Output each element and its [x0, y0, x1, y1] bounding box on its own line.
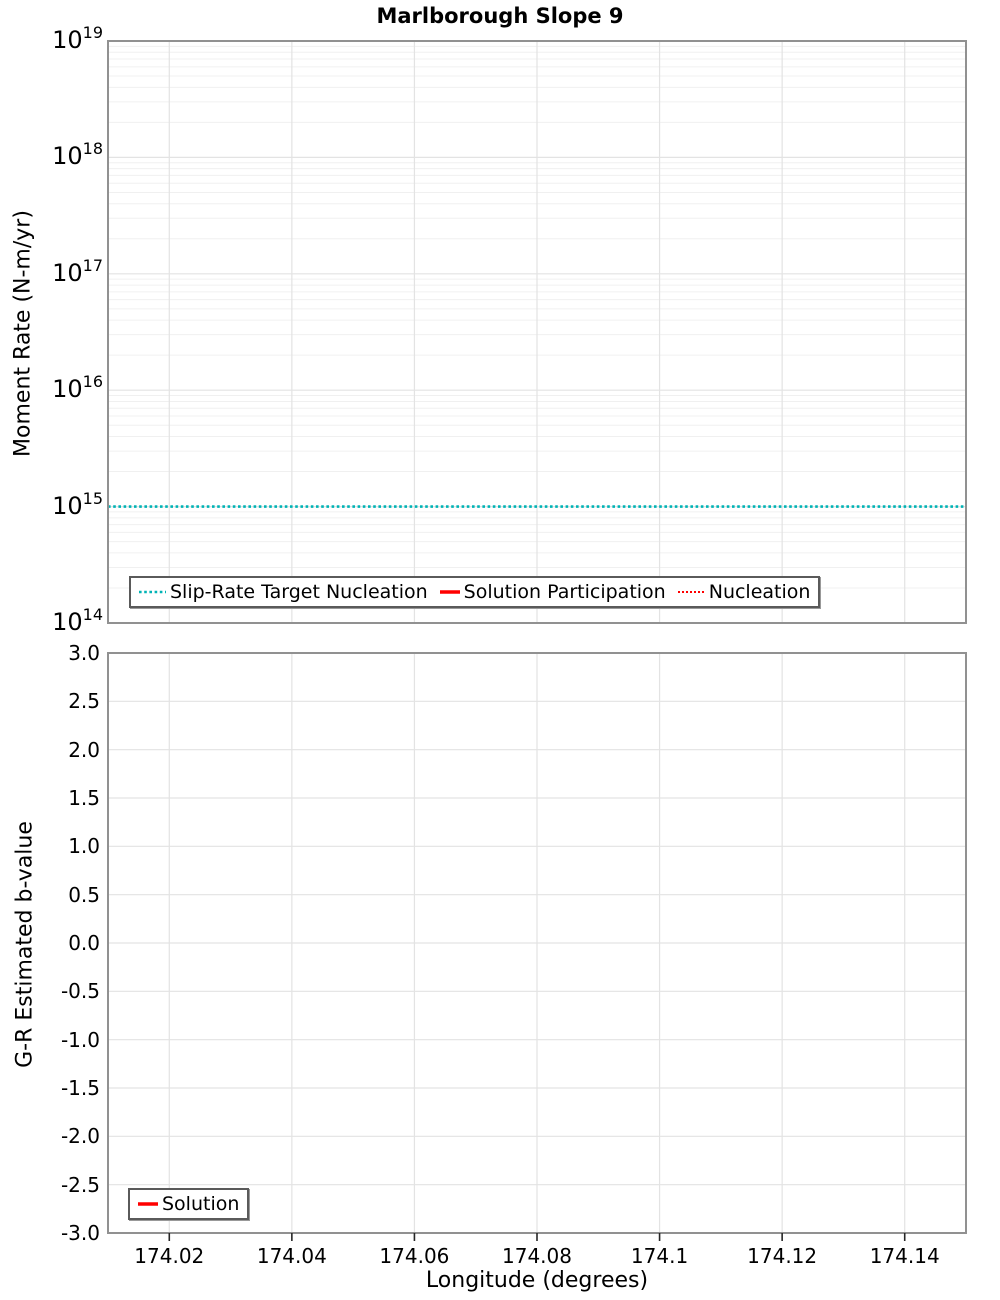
legend-line-sample: [677, 591, 705, 593]
legend-label: Solution Participation: [463, 581, 666, 603]
y-tick-label: -1.0: [60, 1027, 100, 1052]
y-tick-label: 1014: [52, 605, 103, 636]
x-tick-label: 174.08: [502, 1244, 572, 1268]
legend-entry: Solution: [138, 1193, 239, 1215]
x-axis-label: Longitude (degrees): [425, 1268, 649, 1293]
legend-label: Slip-Rate Target Nucleation: [170, 581, 428, 603]
y-tick-label: 2.0: [68, 737, 100, 762]
legend-line-sample: [138, 1202, 158, 1206]
legend-entry: Nucleation: [677, 581, 811, 603]
y-tick-label: 2.5: [68, 689, 100, 714]
b-value-legend: Solution: [128, 1188, 250, 1220]
y-tick-label: -2.0: [60, 1124, 100, 1149]
x-tick-label: 174.12: [747, 1244, 818, 1268]
moment-rate-legend: Slip-Rate Target Nucleation Solution Part…: [129, 576, 821, 608]
y-tick-label: 1019: [52, 23, 103, 54]
y-tick-label: 0.0: [68, 931, 100, 955]
y-tick-label: 1017: [52, 255, 103, 287]
axis-border: [107, 40, 967, 624]
y-tick-label: 1018: [52, 139, 103, 171]
y-tick-label: -0.5: [60, 979, 100, 1004]
legend-line-sample: [139, 590, 166, 594]
legend-line-sample: [439, 590, 460, 594]
y-tick-label: -2.5: [60, 1172, 100, 1197]
x-tick-label: 174.04: [256, 1244, 327, 1268]
legend-label: Solution: [162, 1193, 240, 1215]
moment-rate-plot-area: [107, 40, 967, 624]
x-tick-label: 174.02: [134, 1244, 205, 1268]
y-tick-label: 1015: [52, 488, 103, 520]
y-tick-label: -1.5: [60, 1076, 100, 1100]
x-tick-label: 174.14: [869, 1244, 940, 1268]
legend-entry: Slip-Rate Target Nucleation: [139, 581, 428, 603]
y-tick-label: -3.0: [60, 1221, 100, 1245]
y-tick-label: 1.0: [68, 834, 100, 859]
y-tick-label: 1016: [52, 372, 103, 404]
chart-title: Marlborough Slope 9: [376, 4, 624, 28]
b-value-plot-area: [107, 652, 967, 1241]
x-tick-label: 174.1: [630, 1244, 689, 1268]
x-tick-label: 174.06: [379, 1244, 450, 1268]
y-tick-label: 1.5: [68, 786, 100, 810]
y-tick-label: 3.0: [68, 641, 100, 665]
legend-label: Nucleation: [708, 581, 811, 603]
y-tick-label: 0.5: [68, 882, 100, 907]
legend-entry: Solution Participation: [439, 581, 666, 603]
